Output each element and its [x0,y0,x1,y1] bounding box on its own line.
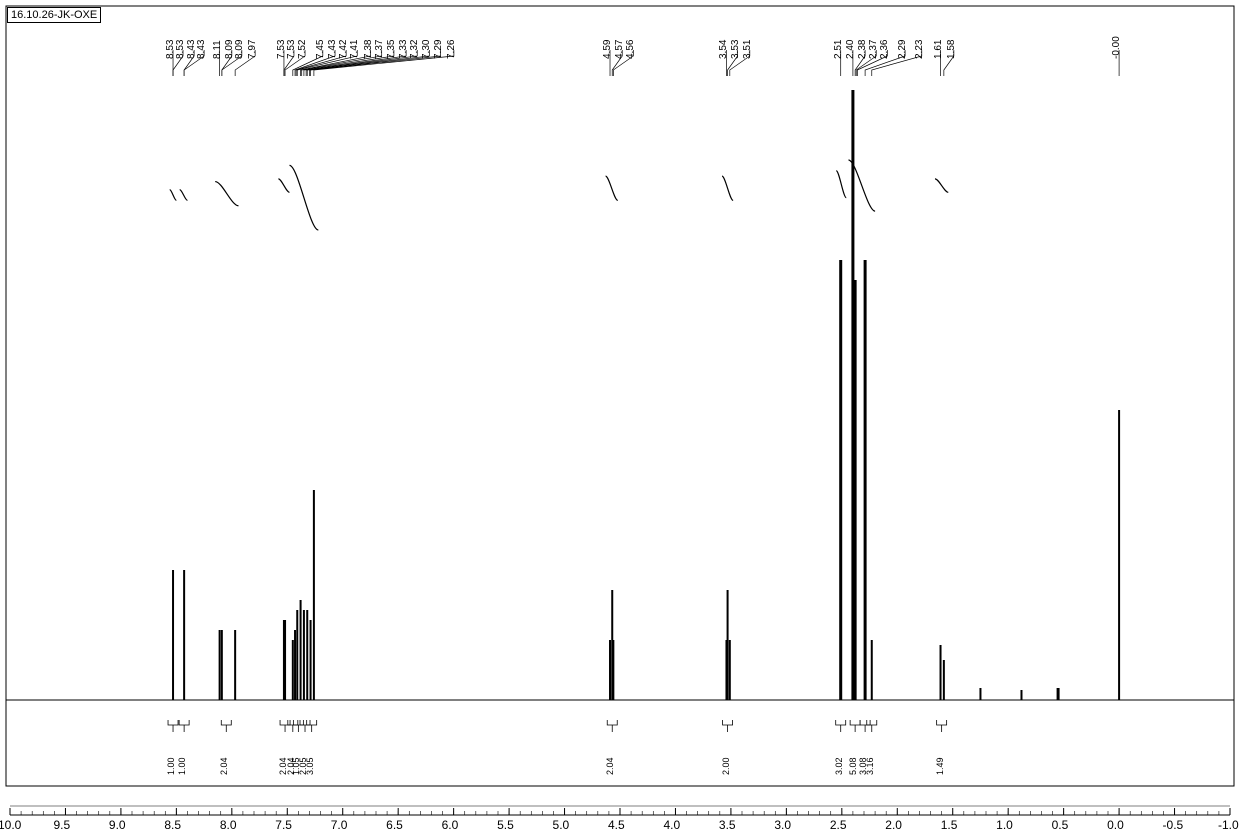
peak-ppm-label: 8.09 [234,40,245,59]
peak-ppm-label: 7.29 [433,40,444,59]
x-axis-tick-label: 9.5 [53,818,70,832]
peak-ppm-label: 4.57 [614,40,625,59]
peak-ppm-label: -0.00 [1111,36,1122,59]
peak-ppm-label: 3.51 [742,40,753,59]
x-axis-tick-label: 6.0 [442,818,459,832]
x-axis-tick-label: 3.5 [719,818,736,832]
x-axis-tick-label: 0.0 [1107,818,1124,832]
x-axis-tick-label: 8.0 [220,818,237,832]
x-axis-tick-label: 5.0 [553,818,570,832]
x-axis-tick-label: 9.0 [109,818,126,832]
x-axis-tick-label: 6.5 [386,818,403,832]
x-axis-tick-label: 4.5 [608,818,625,832]
peak-ppm-label: 8.53 [175,40,186,59]
integral-value-label: 3.16 [865,757,875,775]
peak-ppm-label: 7.97 [247,40,258,59]
integral-value-label: 1.00 [166,757,176,775]
x-axis-tick-label: 10.0 [0,818,21,832]
peak-ppm-label: 7.38 [363,40,374,59]
peak-ppm-label: 8.11 [212,40,223,59]
integral-value-label: 2.04 [219,757,229,775]
peak-ppm-label: 2.40 [845,40,856,59]
peak-ppm-label: 7.32 [409,40,420,59]
peak-ppm-label: 7.45 [315,40,326,59]
peak-ppm-label: 7.35 [386,40,397,59]
peak-ppm-label: 2.37 [868,40,879,59]
x-axis-tick-label: 1.0 [996,818,1013,832]
x-axis-tick-label: 5.5 [497,818,514,832]
peak-ppm-label: 1.61 [933,40,944,59]
integral-value-label: 2.04 [605,757,615,775]
peak-ppm-label: 2.51 [833,40,844,59]
peak-ppm-label: 4.59 [602,40,613,59]
integral-value-label: 3.05 [305,757,315,775]
x-axis-tick-label: 0.5 [1052,818,1069,832]
integral-value-label: 2.00 [721,757,731,775]
peak-ppm-label: 7.43 [327,40,338,59]
peak-ppm-label: 7.26 [446,40,457,59]
peak-ppm-label: 7.37 [374,40,385,59]
peak-ppm-label: 7.53 [286,40,297,59]
peak-ppm-label: 3.54 [718,40,729,59]
peak-ppm-label: 2.38 [857,40,868,59]
integral-value-label: 1.00 [177,757,187,775]
peak-ppm-label: 2.29 [897,40,908,59]
peak-ppm-label: 3.53 [730,40,741,59]
x-axis-tick-label: 2.5 [830,818,847,832]
peak-ppm-label: 1.58 [946,40,957,59]
peak-ppm-label: 2.36 [879,40,890,59]
x-axis-tick-label: 1.5 [941,818,958,832]
sample-name-label: 16.10.26-JK-OXE [7,7,101,23]
peak-ppm-label: 2.23 [914,40,925,59]
x-axis-tick-label: 7.0 [331,818,348,832]
x-axis-tick-label: 4.0 [663,818,680,832]
x-axis-tick-label: -1.0 [1218,818,1239,832]
peak-ppm-label: 7.33 [398,40,409,59]
x-axis-tick-label: 2.0 [885,818,902,832]
peak-ppm-label: 4.56 [625,40,636,59]
x-axis-tick-label: 8.5 [164,818,181,832]
integral-value-label: 5.08 [848,757,858,775]
peak-ppm-label: 7.41 [349,40,360,59]
peak-ppm-label: 8.43 [196,40,207,59]
nmr-spectrum [0,0,1240,839]
x-axis-tick-label: 3.0 [774,818,791,832]
integral-value-label: 3.02 [834,757,844,775]
peak-ppm-label: 7.52 [297,40,308,59]
integral-value-label: 1.49 [935,757,945,775]
peak-ppm-label: 7.42 [338,40,349,59]
x-axis-tick-label: 7.5 [275,818,292,832]
peak-ppm-label: 7.30 [421,40,432,59]
x-axis-tick-label: -0.5 [1163,818,1184,832]
